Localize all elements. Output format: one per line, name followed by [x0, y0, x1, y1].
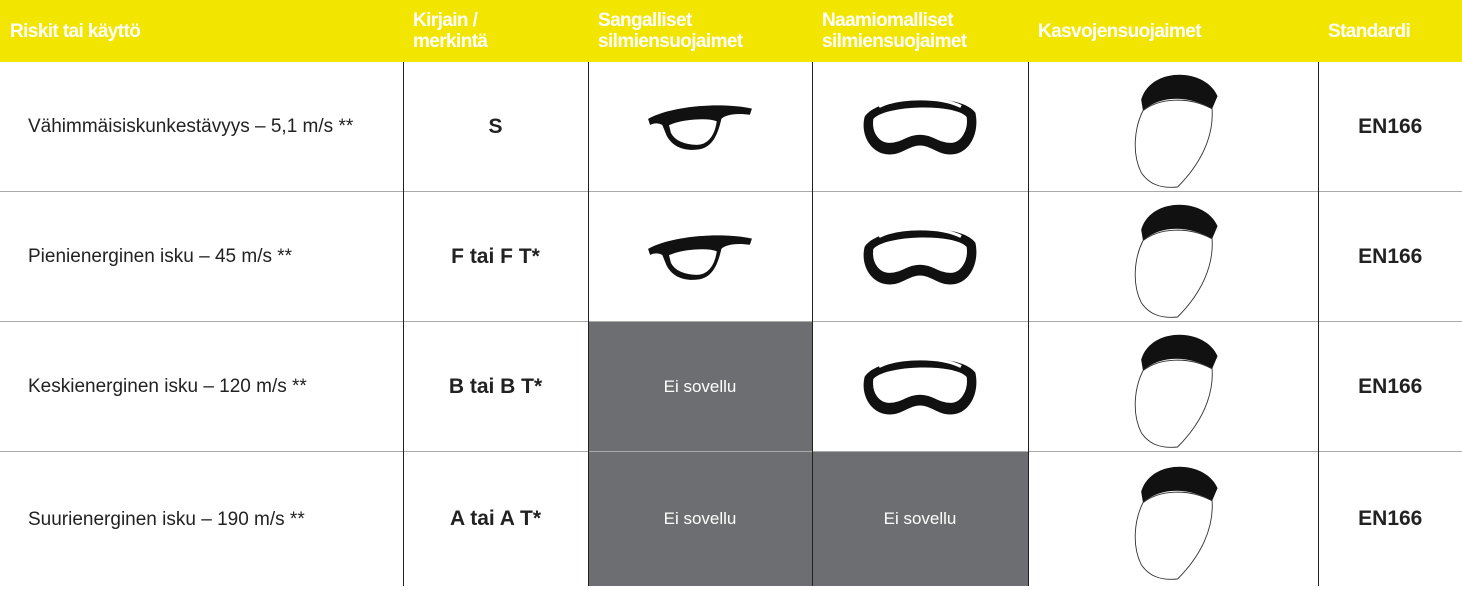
not-applicable-cell: Ei sovellu [811, 451, 1028, 586]
icon-cell [811, 62, 1028, 192]
standard-cell: EN166 [1317, 451, 1462, 586]
table-row: Pienienerginen isku – 45 m/s ** F tai F T… [0, 191, 1462, 322]
goggles-icon [858, 216, 982, 298]
risk-cell: Keskienerginen isku – 120 m/s ** [0, 321, 403, 452]
risk-cell: Suurienerginen isku – 190 m/s ** [0, 451, 403, 586]
marking-cell: F tai F T* [402, 191, 588, 322]
shield-icon [1123, 323, 1223, 451]
column-header: Sangalliset silmiensuojaimet [588, 0, 812, 62]
table-row: Suurienerginen isku – 190 m/s ** A tai A … [0, 451, 1462, 586]
risk-cell: Pienienerginen isku – 45 m/s ** [0, 191, 403, 322]
header-text: Standardi [1328, 20, 1411, 42]
icon-cell [1027, 451, 1318, 586]
standard-cell: EN166 [1317, 191, 1462, 322]
icon-cell [811, 321, 1028, 452]
standard-cell: EN166 [1317, 321, 1462, 452]
header-text: Sangalliset silmiensuojaimet [598, 10, 743, 52]
column-header: Naamiomalliset silmiensuojaimet [812, 0, 1028, 62]
column-header: Kirjain / merkintä [403, 0, 588, 62]
glasses-icon [644, 96, 756, 158]
table-body: Vähimmäisiskunkestävyys – 5,1 m/s ** S EN1… [0, 62, 1462, 586]
icon-cell [587, 191, 812, 322]
header-text: Naamiomalliset silmiensuojaimet [822, 10, 967, 52]
risk-cell: Vähimmäisiskunkestävyys – 5,1 m/s ** [28, 116, 354, 137]
not-applicable-cell: Ei sovellu [587, 321, 812, 452]
shield-icon [1123, 193, 1223, 321]
not-applicable-cell: Ei sovellu [587, 451, 812, 586]
table-row: Vähimmäisiskunkestävyys – 5,1 m/s ** S EN1… [0, 62, 1462, 192]
shield-icon [1123, 455, 1223, 583]
marking-cell: B tai B T* [402, 321, 588, 452]
header-text: Kirjain / merkintä [413, 10, 488, 52]
standard-cell: EN166 [1317, 62, 1462, 192]
goggles-icon [858, 346, 982, 428]
marking-cell: S [402, 62, 588, 192]
header-text: Kasvojensuojaimet [1038, 20, 1202, 42]
marking-cell: A tai A T* [402, 451, 588, 586]
icon-cell [1027, 62, 1318, 192]
column-header: Kasvojensuojaimet [1028, 0, 1318, 62]
icon-cell [1027, 191, 1318, 322]
column-header: Standardi [1318, 0, 1462, 62]
header-text: Riskit tai käyttö [10, 20, 141, 42]
table-row: Keskienerginen isku – 120 m/s ** B tai B … [0, 321, 1462, 452]
header-row: Riskit tai käyttö Kirjain / merkintä Sanga… [0, 0, 1462, 62]
icon-cell [587, 62, 812, 192]
column-header: Riskit tai käyttö [0, 0, 403, 62]
icon-cell [1027, 321, 1318, 452]
shield-icon [1123, 63, 1223, 191]
icon-cell [811, 191, 1028, 322]
glasses-icon [644, 226, 756, 288]
goggles-icon [858, 86, 982, 168]
